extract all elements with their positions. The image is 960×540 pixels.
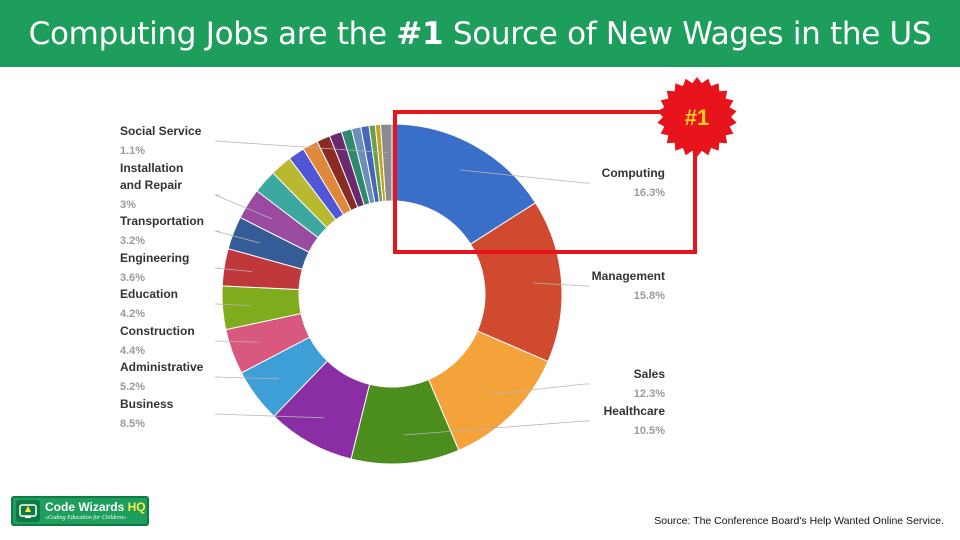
highlight-box [393,110,697,254]
leader-line-business [214,413,324,419]
value-label-engineering: 3.6% [120,272,145,284]
leader-line-computing [460,169,590,184]
value-label-installation-and-repair: 3% [120,199,136,211]
title-banner: Computing Jobs are the #1 Source of New … [0,0,960,67]
title-text-bold: #1 [396,15,444,52]
leader-line-social-service [214,140,388,153]
title-text-end: Source of New Wages in the US [443,15,932,52]
label-education: Education [120,287,178,301]
leader-line-construction [214,340,259,343]
value-label-education: 4.2% [120,308,145,320]
logo-name: Code Wizards HQ [45,501,146,513]
label-computing: Computing [602,166,665,180]
label-business: Business [120,397,174,411]
logo-tagline: «Coding Education for Children» [45,515,126,521]
leader-line-sales [491,383,590,395]
rank-badge: #1 [657,77,737,157]
page-title: Computing Jobs are the #1 Source of New … [29,16,932,52]
source-note: Source: The Conference Board's Help Want… [654,515,944,527]
label-installation-and-repair: Installation and Repair [120,161,183,192]
leader-line-engineering [214,267,253,272]
badge-label: #1 [685,105,709,130]
code-wizards-logo: Code Wizards HQ «Coding Education for Ch… [11,496,149,526]
title-text-start: Computing Jobs are the [28,15,397,52]
label-engineering: Engineering [120,251,189,265]
logo-text: Code Wizards HQ «Coding Education for Ch… [45,501,146,521]
label-social-service: Social Service [120,124,202,138]
label-transportation: Transportation [120,214,204,228]
value-label-healthcare: 10.5% [634,425,665,437]
label-sales: Sales [634,367,666,381]
leader-line-installation-and-repair [214,194,273,220]
logo-name-main: Code Wizards [45,500,125,514]
value-label-social-service: 1.1% [120,145,145,157]
logo-name-accent: HQ [127,500,146,514]
leader-line-administrative [214,376,279,380]
leader-line-transportation [214,230,261,244]
label-construction: Construction [120,324,195,338]
wizard-hat-icon [16,500,40,522]
label-administrative: Administrative [120,360,204,374]
donut-slices [221,123,563,465]
leader-line-education [214,303,252,306]
value-label-management: 15.8% [634,290,665,302]
leader-line-management [533,282,590,287]
value-label-sales: 12.3% [634,388,665,400]
starburst-icon [657,77,737,157]
slice-labels: Computing 16.3% Management 15.8% Sales 12.3% H… [120,124,665,437]
leader-line-healthcare [403,420,590,436]
value-label-administrative: 5.2% [120,381,145,393]
value-label-business: 8.5% [120,418,145,430]
slice-social-service [379,123,393,202]
value-label-construction: 4.4% [120,345,145,357]
label-healthcare: Healthcare [604,404,666,418]
value-label-computing: 16.3% [634,187,665,199]
leader-lines [214,140,590,436]
value-label-transportation: 3.2% [120,235,145,247]
label-management: Management [592,269,665,283]
